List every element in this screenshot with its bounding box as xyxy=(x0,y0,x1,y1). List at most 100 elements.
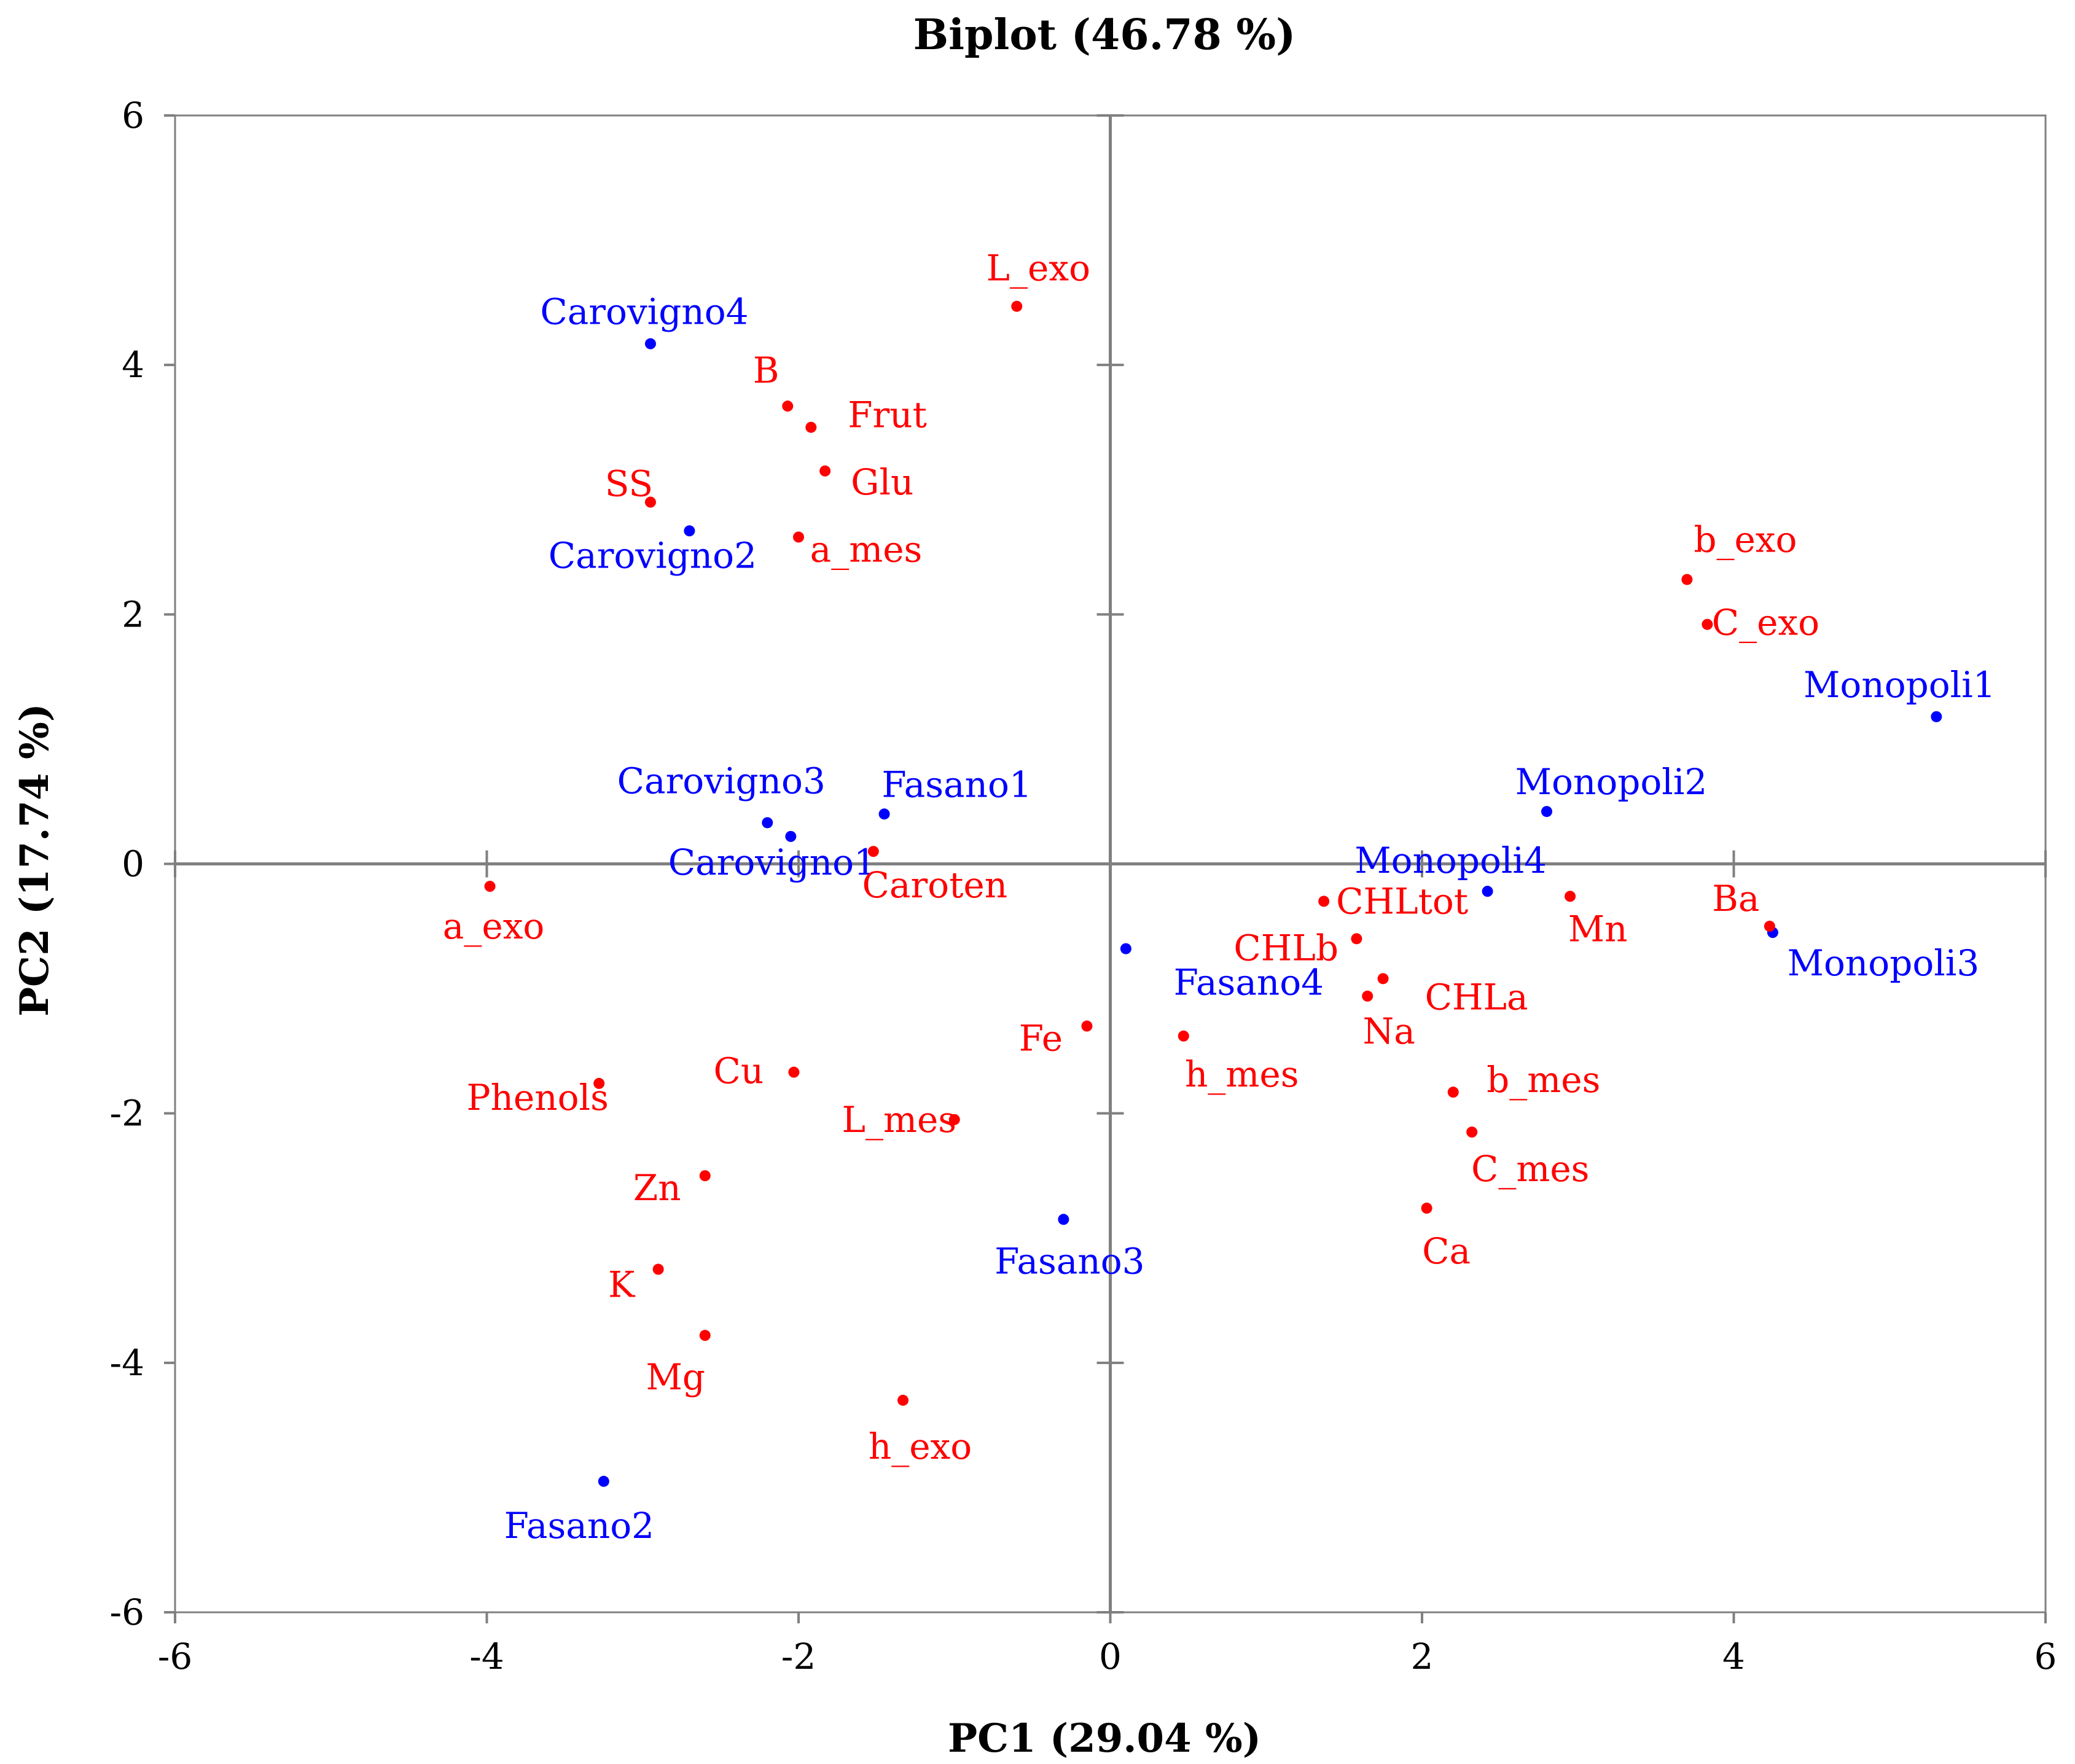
y-axis-title: PC2 (17.74 %) xyxy=(12,703,58,1017)
observation-label-carovigno1: Carovigno1 xyxy=(668,841,877,883)
observation-label-monopoli4: Monopoli4 xyxy=(1354,840,1547,881)
observation-point-fasano4 xyxy=(1120,943,1131,954)
y-tick-label: -4 xyxy=(110,1342,145,1384)
observation-point-monopoli1 xyxy=(1931,711,1942,722)
variable-point-ca xyxy=(1421,1203,1432,1214)
variable-point-c_exo xyxy=(1702,619,1713,630)
variable-point-mn xyxy=(1565,891,1576,902)
y-tick-label: 4 xyxy=(122,344,144,386)
variable-label-frut: Frut xyxy=(848,394,927,436)
variable-point-h_exo xyxy=(897,1394,909,1406)
variable-point-l_mes xyxy=(948,1114,960,1125)
observation-point-monopoli4 xyxy=(1482,886,1493,897)
variable-label-b_exo: b_exo xyxy=(1694,518,1797,560)
tick-labels-layer: -6 -4 -2 0 2 4 6 -6 -4 -2 0 2 4 6 xyxy=(110,95,2057,1677)
observation-point-carovigno4 xyxy=(644,338,656,349)
variable-label-chlb: CHLb xyxy=(1233,927,1338,969)
variable-point-a_mes xyxy=(793,531,804,543)
y-tick-label: -6 xyxy=(110,1591,145,1633)
variable-point-a_exo xyxy=(484,881,496,892)
variable-label-h_mes: h_mes xyxy=(1185,1053,1299,1095)
observation-label-fasano1: Fasano1 xyxy=(881,763,1031,805)
variable-point-l_exo xyxy=(1011,300,1023,312)
variable-point-b_mes xyxy=(1447,1087,1459,1098)
variable-point-chla xyxy=(1377,973,1389,985)
observation-label-carovigno2: Carovigno2 xyxy=(549,534,757,576)
observation-label-monopoli1: Monopoli1 xyxy=(1803,664,1996,706)
variable-point-fe xyxy=(1081,1020,1093,1032)
variable-point-mg xyxy=(699,1330,711,1341)
axes-layer xyxy=(164,114,2047,1623)
observation-label-carovigno3: Carovigno3 xyxy=(617,760,826,802)
variable-label-b: B xyxy=(753,349,780,391)
observation-point-carovigno1 xyxy=(785,830,797,842)
variable-label-c_exo: C_exo xyxy=(1712,602,1819,644)
variable-label-l_exo: L_exo xyxy=(987,248,1090,289)
observation-label-fasano3: Fasano3 xyxy=(995,1240,1144,1282)
variable-label-chla: CHLa xyxy=(1425,976,1528,1018)
variable-point-frut xyxy=(805,421,817,433)
y-tick-label: 2 xyxy=(122,593,144,635)
variable-point-chltot xyxy=(1318,896,1330,907)
variable-label-zn: Zn xyxy=(633,1167,681,1209)
x-tick-label: 6 xyxy=(2034,1636,2057,1677)
y-tick-label: 0 xyxy=(122,843,144,885)
observation-point-carovigno2 xyxy=(684,525,695,537)
variable-label-phenols: Phenols xyxy=(467,1077,609,1118)
variable-point-ss xyxy=(644,496,656,508)
observation-point-fasano2 xyxy=(598,1475,609,1487)
observation-point-carovigno3 xyxy=(762,817,773,829)
y-tick-label: -2 xyxy=(110,1093,145,1134)
variable-label-ss: SS xyxy=(605,463,653,505)
x-tick-label: -2 xyxy=(781,1636,816,1677)
observation-point-monopoli2 xyxy=(1541,806,1552,818)
variable-point-k xyxy=(652,1263,664,1275)
variable-point-caroten xyxy=(867,846,879,857)
variable-point-na xyxy=(1362,990,1374,1002)
variable-label-caroten: Caroten xyxy=(862,864,1008,906)
variable-label-ba: Ba xyxy=(1712,878,1759,919)
variable-point-b_exo xyxy=(1681,574,1693,585)
variable-label-b_mes: b_mes xyxy=(1487,1059,1600,1101)
x-tick-label: 4 xyxy=(1722,1636,1745,1677)
variable-point-c_mes xyxy=(1466,1126,1478,1138)
variable-label-mg: Mg xyxy=(646,1356,705,1398)
x-tick-label: -4 xyxy=(469,1636,504,1677)
variable-label-ca: Ca xyxy=(1422,1230,1471,1272)
observation-point-fasano3 xyxy=(1058,1214,1069,1225)
variable-point-h_mes xyxy=(1178,1030,1189,1042)
variable-label-mn: Mn xyxy=(1568,908,1628,950)
x-axis-title: PC1 (29.04 %) xyxy=(948,1715,1261,1762)
variable-label-l_mes: L_mes xyxy=(842,1099,956,1141)
variable-point-b xyxy=(782,400,794,412)
observation-label-fasano2: Fasano2 xyxy=(504,1505,654,1547)
observation-label-monopoli3: Monopoli3 xyxy=(1788,942,1980,984)
x-tick-label: 2 xyxy=(1411,1636,1434,1677)
variable-label-a_mes: a_mes xyxy=(810,528,923,570)
points-layer xyxy=(484,300,1942,1487)
x-tick-label: 0 xyxy=(1099,1636,1122,1677)
observation-label-carovigno4: Carovigno4 xyxy=(540,291,748,333)
variable-label-na: Na xyxy=(1363,1010,1415,1052)
variable-point-chlb xyxy=(1351,933,1362,945)
variable-label-h_exo: h_exo xyxy=(869,1426,972,1467)
variable-label-chltot: CHLtot xyxy=(1336,880,1468,922)
x-tick-label: -6 xyxy=(158,1636,193,1677)
variable-point-phenols xyxy=(593,1077,605,1089)
observation-label-fasano4: Fasano4 xyxy=(1174,962,1324,1004)
variable-point-zn xyxy=(699,1170,711,1182)
y-tick-label: 6 xyxy=(122,95,144,136)
variable-point-ba xyxy=(1764,921,1775,932)
variable-label-c_mes: C_mes xyxy=(1471,1148,1589,1190)
variable-label-k: K xyxy=(608,1264,636,1306)
variable-point-glu xyxy=(819,465,831,477)
variable-label-a_exo: a_exo xyxy=(443,905,545,947)
observation-label-monopoli2: Monopoli2 xyxy=(1515,761,1708,803)
variable-label-cu: Cu xyxy=(714,1050,764,1092)
variable-label-glu: Glu xyxy=(851,461,913,503)
chart-title: Biplot (46.78 %) xyxy=(913,10,1296,60)
point-labels-layer: Carovigno4 Carovigno2 Carovigno3 Carovigno1… xyxy=(443,248,1996,1547)
observation-point-fasano1 xyxy=(878,808,890,820)
